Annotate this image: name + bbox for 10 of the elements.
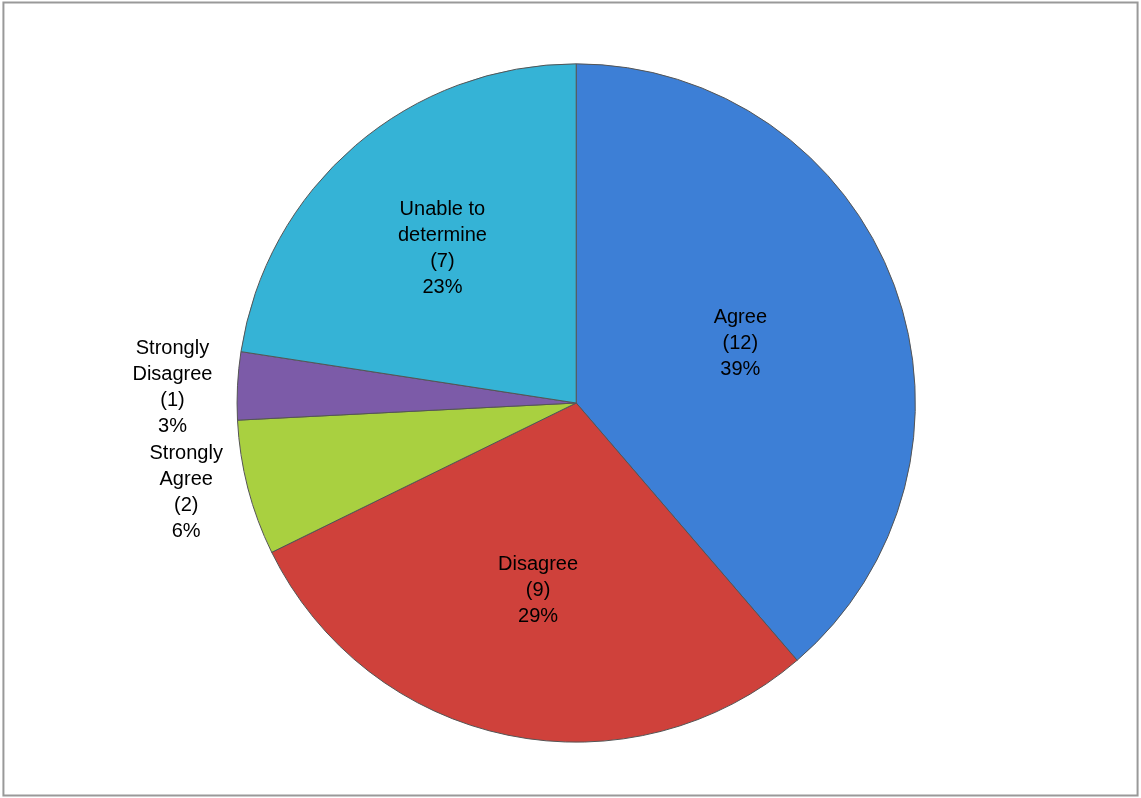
slice-label: Disagree [498, 551, 579, 574]
slice-label: Agree [713, 305, 768, 328]
data-label: (2) 6% [171, 493, 201, 542]
slice-label: Strongly Agree [149, 441, 223, 490]
slice-label: Strongly Disagree [132, 335, 213, 384]
data-label: (12) 39% [720, 331, 761, 380]
slice-label: Unable to determine [397, 197, 487, 246]
data-label: (9) 29% [518, 577, 559, 626]
data-label: (1) 3% [158, 387, 188, 436]
data-label: (7) 23% [422, 249, 463, 298]
